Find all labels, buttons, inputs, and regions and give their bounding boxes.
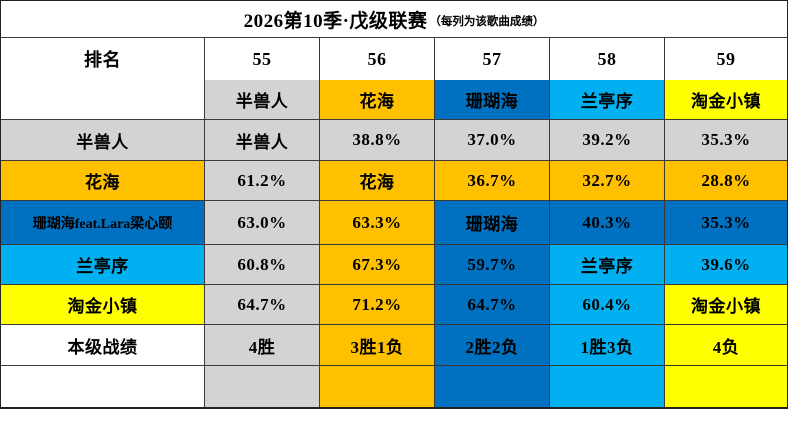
table-cell: 37.0% [434,120,549,160]
table-row: 珊瑚海feat.Lara梁心颐 63.0% 63.3% 珊瑚海 40.3% 35.3% [1,200,787,244]
table-cell: 花海 [319,161,434,200]
row-label-cell: 花海 [1,161,204,200]
table-cell: 40.3% [549,201,664,244]
table-cell: 61.2% [204,161,319,200]
row-label-cell: 兰亭序 [1,245,204,284]
table-cell: 63.0% [204,201,319,244]
table-cell: 63.3% [319,201,434,244]
table-cell: 4胜 [204,325,319,365]
table-cell: 28.8% [664,161,787,200]
table-row: 半兽人 花海 珊瑚海 兰亭序 淘金小镇 [1,80,787,119]
column-header-57: 57 [434,38,549,80]
table-cell: 39.2% [549,120,664,160]
table-cell: 71.2% [319,285,434,324]
row-label-cell: 淘金小镇 [1,285,204,324]
table-cell: 兰亭序 [549,80,664,119]
table-row: 兰亭序 60.8% 67.3% 59.7% 兰亭序 39.6% [1,244,787,284]
table-cell: 35.3% [664,201,787,244]
table-cell [204,366,319,407]
table-cell [664,366,787,407]
table-cell: 淘金小镇 [664,285,787,324]
table-cell: 38.8% [319,120,434,160]
table-cell: 淘金小镇 [664,80,787,119]
table-cell: 60.8% [204,245,319,284]
title-cell: 2026第10季·戊级联赛 （每列为该歌曲成绩） [1,1,787,37]
table-cell: 3胜1负 [319,325,434,365]
table-cell [549,366,664,407]
table-cell [319,366,434,407]
table-row [1,365,787,407]
table-cell: 珊瑚海 [434,201,549,244]
table-cell: 35.3% [664,120,787,160]
table-cell: 2胜2负 [434,325,549,365]
row-label-cell: 半兽人 [1,120,204,160]
table-cell: 32.7% [549,161,664,200]
row-label-cell [1,80,204,119]
table-cell: 珊瑚海 [434,80,549,119]
table-cell: 39.6% [664,245,787,284]
table-row: 半兽人 半兽人 38.8% 37.0% 39.2% 35.3% [1,119,787,160]
table-cell: 1胜3负 [549,325,664,365]
rank-header-cell: 排名 [1,38,204,80]
table-cell: 60.4% [549,285,664,324]
title-row: 2026第10季·戊级联赛 （每列为该歌曲成绩） [1,1,787,37]
table-cell [434,366,549,407]
header-row: 排名 55 56 57 58 59 [1,37,787,80]
column-header-58: 58 [549,38,664,80]
column-header-56: 56 [319,38,434,80]
league-table: 2026第10季·戊级联赛 （每列为该歌曲成绩） 排名 55 56 57 58 … [0,0,788,409]
row-label-cell: 珊瑚海feat.Lara梁心颐 [1,201,204,244]
table-cell: 67.3% [319,245,434,284]
column-header-55: 55 [204,38,319,80]
page-title-note: （每列为该歌曲成绩） [429,15,545,28]
table-cell: 64.7% [204,285,319,324]
table-body: 半兽人 花海 珊瑚海 兰亭序 淘金小镇 半兽人 半兽人 38.8% 37.0% 39.2% 35.3… [1,80,787,407]
page-title: 2026第10季·戊级联赛 [243,10,428,32]
table-cell: 4负 [664,325,787,365]
table-cell: 花海 [319,80,434,119]
table-cell: 59.7% [434,245,549,284]
table-row: 淘金小镇 64.7% 71.2% 64.7% 60.4% 淘金小镇 [1,284,787,324]
table-cell: 半兽人 [204,80,319,119]
table-row: 花海 61.2% 花海 36.7% 32.7% 28.8% [1,160,787,200]
row-label-cell [1,366,204,407]
column-header-59: 59 [664,38,787,80]
row-label-cell: 本级战绩 [1,325,204,365]
table-cell: 半兽人 [204,120,319,160]
table-cell: 36.7% [434,161,549,200]
table-cell: 兰亭序 [549,245,664,284]
table-cell: 64.7% [434,285,549,324]
table-row: 本级战绩 4胜 3胜1负 2胜2负 1胜3负 4负 [1,324,787,365]
